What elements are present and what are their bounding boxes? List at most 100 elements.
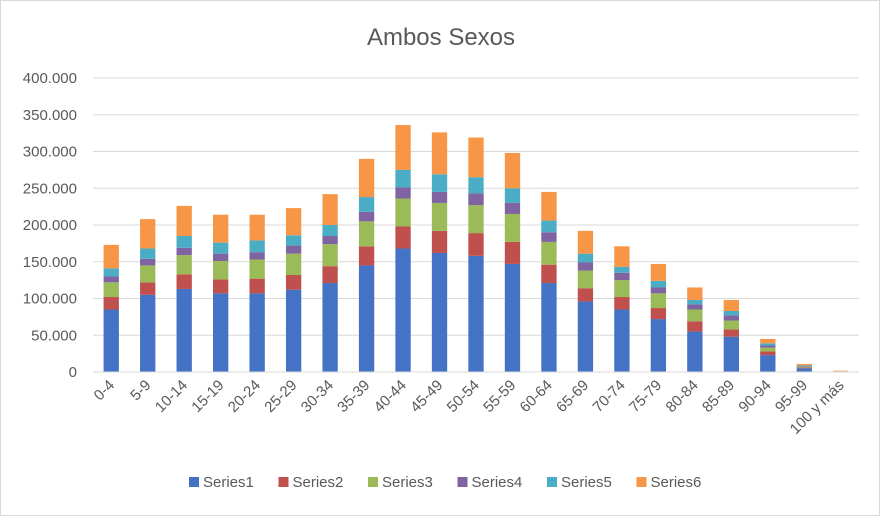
bar-segment-series3 — [176, 255, 192, 275]
legend-label-series2: Series2 — [293, 474, 344, 491]
bar-segment-series3 — [504, 213, 521, 242]
x-axis-tick-labels: 0-4 5-910-1415-1920-2425-2930-3435-3940-4… — [91, 377, 848, 438]
bar-segment-series5 — [687, 299, 703, 305]
bar-segment-series3 — [541, 241, 557, 265]
bar-segment-series2 — [614, 297, 630, 310]
bar-segment-series1 — [358, 265, 375, 372]
bar-segment-series5 — [395, 169, 411, 188]
bar-segment-series3 — [796, 366, 812, 368]
bar-segment-series5 — [504, 188, 521, 203]
bar-segment-series5 — [577, 253, 594, 263]
bar-segment-series4 — [687, 304, 703, 310]
bar-segment-series1 — [213, 293, 229, 372]
bar-segment-series5 — [176, 236, 192, 248]
bar-segment-series2 — [176, 274, 192, 289]
bar-segment-series6 — [213, 214, 229, 243]
y-tick-label: 300.000 — [23, 144, 77, 161]
bar-segment-series1 — [468, 255, 484, 372]
bar-segment-series4 — [140, 258, 156, 266]
bar-segment-series5 — [468, 177, 484, 194]
bar-segment-series3 — [103, 282, 119, 298]
x-tick-label: 30-34 — [298, 377, 337, 416]
y-tick-label: 150.000 — [23, 254, 77, 271]
bar-segment-series3 — [468, 205, 484, 234]
bar-segment-series6 — [140, 219, 156, 249]
bar-segment-series6 — [614, 246, 630, 267]
bar-segment-series4 — [431, 191, 448, 203]
x-tick-label: 65-69 — [553, 377, 592, 416]
bar-segment-series2 — [213, 279, 229, 294]
legend-swatch-series1 — [189, 477, 199, 487]
bar-segment-series3 — [285, 253, 302, 275]
x-tick-label: 5-9 — [127, 377, 154, 404]
x-tick-label: 60-64 — [517, 377, 556, 416]
x-tick-label: 75-79 — [626, 377, 665, 416]
y-tick-label: 250.000 — [23, 180, 77, 197]
bar-segment-series2 — [395, 226, 411, 249]
legend-swatch-series6 — [636, 477, 647, 487]
bar-segment-series4 — [213, 253, 229, 262]
legend-label-series3: Series3 — [382, 474, 433, 491]
bar-segment-series2 — [249, 278, 265, 294]
bar-segment-series4 — [541, 232, 557, 242]
bar-segment-series6 — [577, 230, 594, 254]
bar-segment-series1 — [650, 319, 667, 372]
bar-segment-series1 — [541, 283, 557, 372]
x-tick-label: 35-39 — [334, 377, 373, 416]
bar-segment-series2 — [760, 351, 776, 356]
bar-segment-series5 — [358, 197, 375, 212]
bar-segment-series3 — [395, 198, 411, 227]
bar-segment-series6 — [723, 299, 739, 311]
bar-segment-series3 — [213, 261, 229, 280]
bar-segment-series2 — [140, 282, 156, 295]
bar-segment-series5 — [285, 235, 302, 246]
bar-segment-series4 — [358, 211, 375, 222]
bar-segment-series3 — [140, 265, 156, 283]
bar-segment-series4 — [103, 276, 119, 283]
bar-segment-series5 — [723, 310, 739, 316]
bar-segment-series1 — [577, 301, 594, 372]
bar-segment-series2 — [796, 367, 812, 369]
bar-segment-series5 — [760, 343, 776, 346]
bar-segment-series2 — [723, 329, 739, 337]
x-tick-label: 15-19 — [188, 377, 227, 416]
bar-segment-series6 — [176, 205, 192, 237]
legend-label-series1: Series1 — [203, 474, 254, 491]
bar-segment-series3 — [358, 221, 375, 247]
bar-segment-series4 — [249, 252, 265, 260]
bar-segment-series6 — [650, 263, 667, 281]
y-tick-label: 0 — [69, 364, 77, 381]
bar-segment-series4 — [504, 202, 521, 214]
bar-segment-series1 — [723, 336, 739, 372]
bar-segment-series1 — [176, 288, 192, 372]
bar-segment-series4 — [577, 262, 594, 271]
legend-label-series4: Series4 — [472, 474, 523, 491]
legend-swatch-series4 — [457, 477, 468, 487]
bar-segment-series6 — [687, 287, 703, 300]
bar-segment-series5 — [431, 174, 448, 192]
bar-segment-series5 — [650, 280, 667, 288]
bar-segment-series5 — [140, 248, 156, 259]
bar-segment-series1 — [687, 331, 703, 372]
y-axis-tick-labels: 0 50.000 100.000 150.000 200.000 250.000 300.0… — [23, 70, 77, 381]
bar-segment-series5 — [614, 266, 630, 273]
bar-segment-series2 — [541, 264, 557, 284]
bar-segment-series1 — [760, 355, 776, 372]
bar-segment-series5 — [103, 268, 119, 277]
bar-segment-series3 — [687, 309, 703, 322]
bar-segment-series2 — [687, 321, 703, 332]
legend-swatch-series3 — [368, 477, 378, 487]
bar-segment-series1 — [249, 293, 265, 372]
x-tick-label: 45-49 — [407, 377, 446, 416]
bar-segment-series4 — [322, 236, 338, 245]
bar-segment-series3 — [431, 202, 448, 231]
y-tick-label: 400.000 — [23, 70, 77, 87]
bar-segment-series2 — [285, 274, 302, 290]
bars — [103, 125, 849, 372]
bar-segment-series5 — [249, 240, 265, 253]
bar-segment-series4 — [650, 287, 667, 294]
bar-segment-series6 — [103, 244, 119, 269]
bar-segment-series3 — [650, 293, 667, 309]
chart-title: Ambos Sexos — [367, 24, 515, 51]
